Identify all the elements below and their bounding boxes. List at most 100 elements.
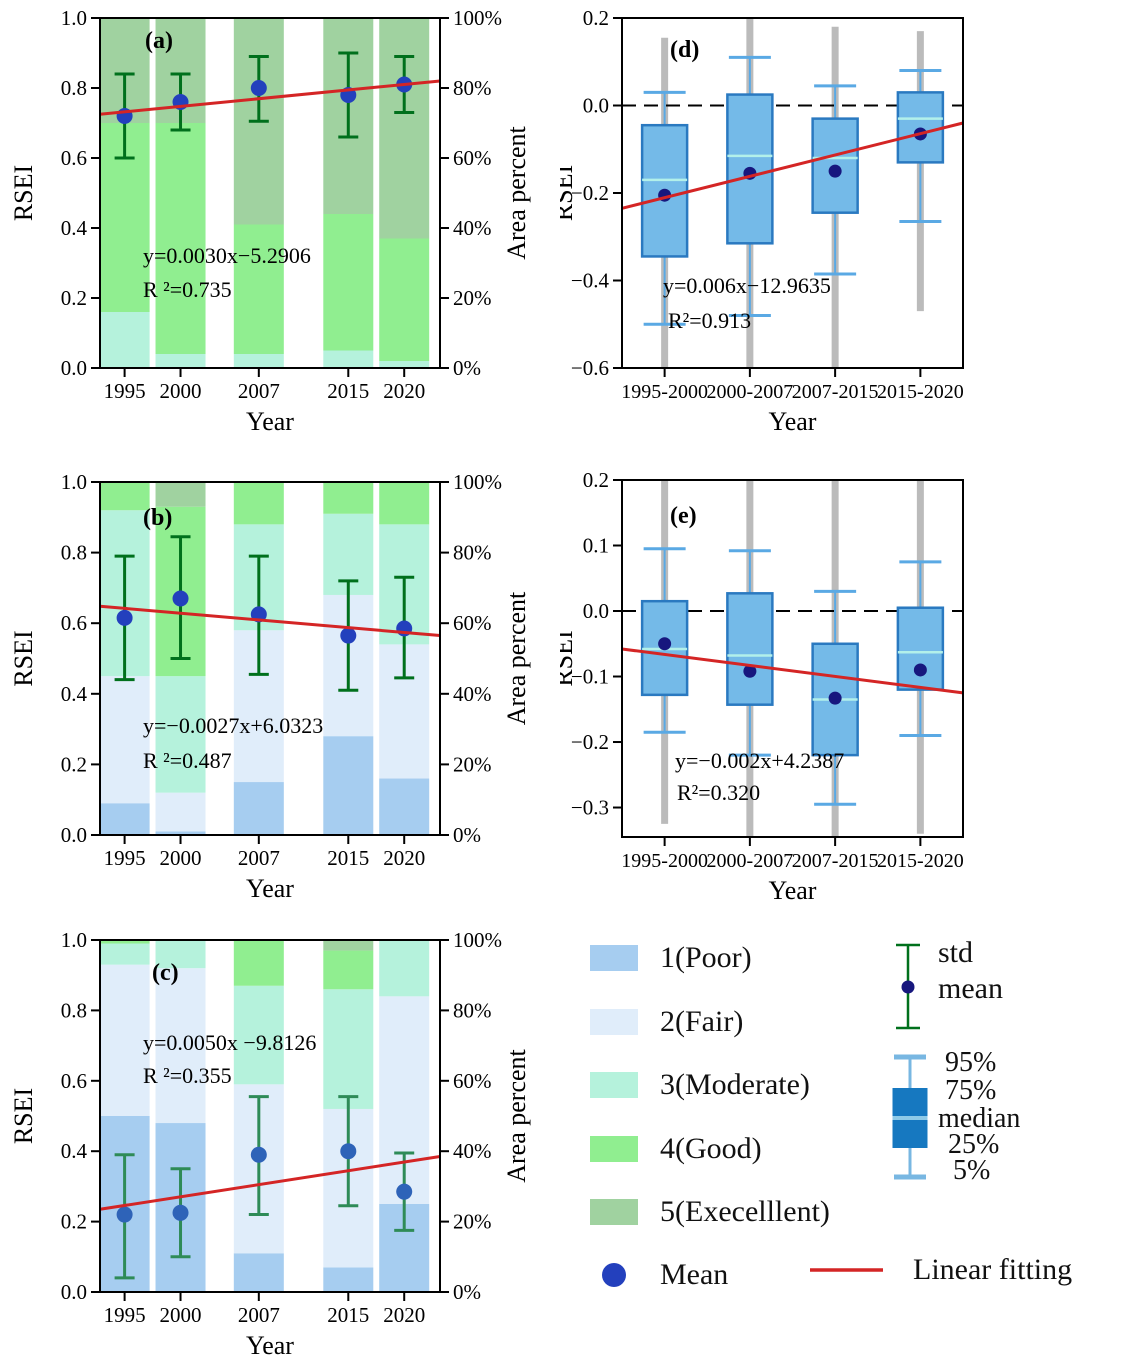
panel-b-svg: 1995 2000 2007 2015 2020 0.0 0.2 0.4 0.6 0.8 1.0 0%… [9, 470, 531, 900]
bar-segment-poor [233, 1253, 284, 1292]
y-tick-label: −0.2 [571, 730, 609, 754]
y-tick-label: 0.2 [61, 752, 87, 776]
y-tick-label: −0.3 [571, 796, 609, 820]
y2-axis-title: Area percent [502, 591, 531, 725]
panel-letter: (b) [143, 505, 172, 531]
fit-r-squared: R²=0.913 [668, 308, 751, 333]
y-tick-label: 0.2 [61, 1210, 87, 1234]
bar-segment-fair [99, 676, 150, 804]
fit-r-squared: R ²=0.355 [143, 1063, 232, 1088]
legend-label-p75: 75% [945, 1075, 997, 1106]
legend-boxplot-icon [892, 1054, 928, 1180]
bar-segment-moderate [155, 354, 206, 368]
x-tick-label: 1995 [104, 1303, 146, 1327]
mean-point [828, 164, 842, 178]
bar-segment-poor [323, 1267, 374, 1292]
plot-border [621, 17, 964, 369]
bar-segment-moderate [379, 361, 430, 368]
plot-border [621, 479, 964, 838]
y-axis-title: RSEI [9, 165, 38, 221]
box [896, 606, 945, 691]
bar-segment-moderate [155, 940, 206, 969]
bar-segment-poor [323, 736, 374, 835]
x-tick-label: 1995-2000 [621, 381, 708, 403]
x-tick-label: 2015 [327, 1303, 369, 1327]
bar-segment-excellent [323, 940, 374, 951]
y-tick-label: 0.0 [61, 823, 87, 847]
bar-segment-good [323, 950, 374, 990]
mean-point [828, 691, 842, 705]
panel-b: 1995 2000 2007 2015 2020 0.0 0.2 0.4 0.6 0.8 1.0 0%… [0, 440, 560, 900]
x-tick-label: 2000 [160, 1303, 202, 1327]
y2-tick-label: 40% [453, 1139, 492, 1163]
mean-point [396, 1183, 413, 1200]
y-tick-label: 0.1 [583, 534, 609, 558]
bar-segment-fair [99, 964, 150, 1116]
x-tick-label: 2015 [327, 846, 369, 870]
y-tick-label: 0.0 [583, 599, 609, 623]
x-axis-title: Year [769, 407, 817, 436]
x-tick-label: 2020 [383, 379, 425, 403]
y2-tick-label: 100% [453, 928, 502, 952]
y-tick-label: 0.4 [61, 216, 88, 240]
mean-point [340, 1143, 357, 1160]
y2-tick-label: 40% [453, 682, 492, 706]
y2-tick-label: 0% [453, 1280, 481, 1304]
x-tick-label: 1995 [104, 379, 146, 403]
linear-fit-line [621, 121, 964, 210]
legend-label-mean: Mean [660, 1258, 729, 1291]
y2-tick-label: 20% [453, 752, 492, 776]
x-axis-title: Year [246, 874, 294, 900]
x-tick-label: 2000 [160, 379, 202, 403]
legend-swatch-fair [590, 1009, 638, 1035]
y-tick-label: 0.2 [583, 6, 609, 30]
x-tick-label: 1995 [104, 846, 146, 870]
legend-label-mean-marker: mean [938, 972, 1003, 1005]
panel-a: 1995 2000 2007 2015 2020 0.0 0.2 0.4 0.6 0.8 1.0 0%… [0, 0, 560, 440]
box [726, 592, 774, 706]
y2-tick-label: 100% [453, 470, 502, 494]
y2-tick-label: 20% [453, 1210, 492, 1234]
y-tick-label: 0.0 [583, 94, 609, 118]
y-axis-title: RSEI [9, 630, 38, 686]
x-tick-label: 2007 [238, 846, 280, 870]
bar-segment-good [233, 940, 284, 986]
y-tick-label: 0.0 [61, 1280, 87, 1304]
fit-equation: y=0.006x−12.9635 [663, 273, 831, 298]
x-tick-label: 2000-2007 [707, 381, 794, 403]
x-axis-title: Year [246, 407, 294, 436]
legend-label-moderate: 3(Moderate) [660, 1068, 810, 1101]
x-tick-label: 2000-2007 [707, 850, 794, 872]
bar-segment-moderate [379, 940, 430, 997]
linear-fit-line [99, 604, 441, 638]
panel-letter: (d) [670, 37, 699, 63]
x-tick-label: 2007 [238, 1303, 280, 1327]
bar-segment-good [155, 123, 206, 354]
x-axis-title: Year [246, 1331, 294, 1360]
bar-segment-poor [155, 831, 206, 835]
x-tick-label: 2020 [383, 1303, 425, 1327]
y-tick-label: 0.8 [61, 541, 87, 565]
bar-segment-moderate [99, 312, 150, 368]
bar-segment-fair [155, 792, 206, 832]
x-tick-label: 2007-2015 [792, 850, 879, 872]
legend-mean-dot-icon [602, 1263, 626, 1287]
y2-tick-label: 40% [453, 216, 492, 240]
mean-point [116, 609, 133, 626]
fit-r-squared: R²=0.320 [677, 780, 760, 805]
bar-segment-poor [233, 782, 284, 835]
plot-border [99, 481, 441, 836]
bar-segment-excellent [379, 18, 430, 239]
linear-fit-line [99, 79, 441, 116]
y2-tick-label: 0% [453, 356, 481, 380]
legend-swatch-poor [590, 945, 638, 971]
linear-fit-line [99, 1154, 441, 1211]
mean-point [116, 1206, 133, 1223]
legend-label-p95: 95% [945, 1047, 997, 1078]
panel-letter: (a) [145, 28, 173, 54]
bar-segment-good [323, 482, 374, 514]
bar-segment-good [233, 224, 284, 354]
